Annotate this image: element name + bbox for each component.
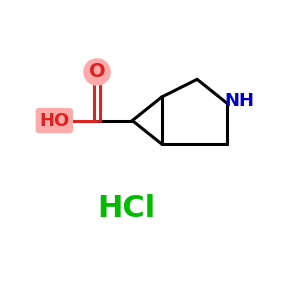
Text: HO: HO	[39, 112, 69, 130]
Text: HCl: HCl	[97, 194, 156, 224]
Text: NH: NH	[225, 92, 255, 110]
Text: O: O	[89, 62, 105, 82]
